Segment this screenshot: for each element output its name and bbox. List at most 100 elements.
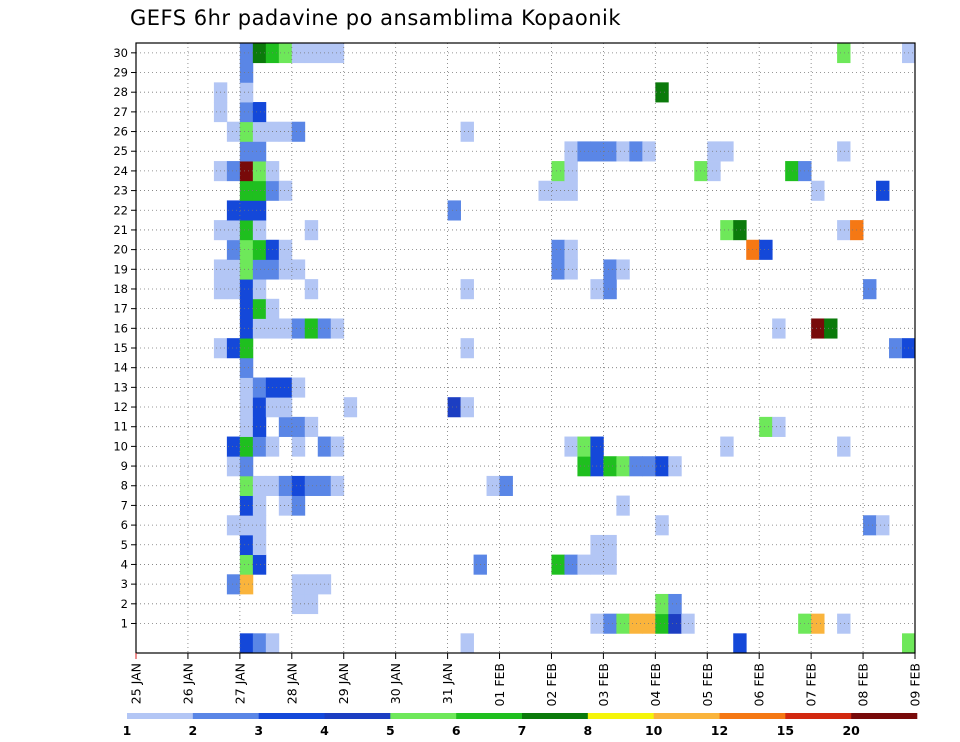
cell-member-9-step-37 [616,456,630,477]
colorbar-swatch-4 [324,713,391,719]
cell-member-3-step-7 [226,574,241,595]
cell-member-18-step-36 [603,279,617,300]
colorbar-label-4: 4 [320,723,329,738]
cell-member-23-step-32 [551,180,565,201]
cell-member-16-step-11 [278,318,293,339]
x-tick-label: 26 JAN [180,663,195,704]
y-tick-label-3: 3 [121,577,128,591]
x-tick-label: 06 FEB [752,663,767,707]
colorbar-swatch-5 [390,713,457,719]
x-tick-label: 04 FEB [648,663,663,707]
cell-member-0-step-10 [265,633,280,654]
cell-member-20-step-7 [226,239,241,260]
cell-member-8-step-27 [486,475,500,496]
cell-member-16-step-53 [824,318,838,339]
colorbar-label-3: 3 [254,723,263,738]
y-tick-label-27: 27 [113,105,128,119]
cell-member-12-step-16 [343,397,358,418]
cell-member-6-step-7 [226,515,241,536]
cell-member-25-step-36 [603,141,617,162]
cell-member-24-step-7 [226,161,241,182]
cell-member-15-step-25 [460,338,474,359]
cell-member-19-step-11 [278,259,293,280]
x-tick-label: 27 JAN [232,663,247,704]
cell-member-12-step-25 [460,397,474,418]
y-tick-label-19: 19 [113,262,128,276]
cell-member-18-step-56 [863,279,877,300]
cell-member-1-step-37 [616,613,630,634]
cell-member-19-step-36 [603,259,617,280]
cell-member-27-step-9 [252,102,267,123]
colorbar-label-15: 15 [777,723,794,738]
colorbar-label-2: 2 [188,723,197,738]
cell-member-26-step-9 [252,121,267,142]
cell-member-21-step-8 [239,220,254,241]
cell-member-23-step-9 [252,180,267,201]
cell-member-13-step-8 [239,377,254,398]
y-tick-label-12: 12 [113,400,128,414]
y-tick-label-9: 9 [121,459,128,473]
cell-member-11-step-49 [772,416,786,437]
cell-member-18-step-25 [460,279,474,300]
y-tick-label-7: 7 [121,498,128,512]
cell-member-11-step-48 [759,416,773,437]
cell-member-26-step-25 [460,121,474,142]
chart-title: GEFS 6hr padavine po ansamblima Kopaonik [130,6,622,30]
cell-member-3-step-8 [239,574,254,595]
x-tick-label: 28 JAN [284,663,299,704]
cell-member-11-step-12 [291,416,306,437]
cell-member-18-step-9 [252,279,267,300]
cell-member-24-step-50 [785,161,799,182]
cell-member-14-step-8 [239,357,254,378]
y-tick-label-16: 16 [113,321,128,335]
cell-member-19-step-8 [239,259,254,280]
cell-member-3-step-12 [291,574,306,595]
x-tick-label: 07 FEB [804,663,819,707]
x-tick-label: 02 FEB [544,663,559,707]
colorbar-label-20: 20 [842,723,860,738]
y-tick-label-11: 11 [113,420,128,434]
cell-member-22-step-7 [226,200,241,221]
cell-member-4-step-32 [551,554,565,575]
cell-member-15-step-8 [239,338,254,359]
cell-member-16-step-13 [304,318,319,339]
cell-member-9-step-36 [603,456,617,477]
colorbar-swatch-3 [258,713,325,719]
cell-member-1-step-36 [603,613,617,634]
cell-member-10-step-7 [226,436,241,457]
x-tick-label: 03 FEB [596,663,611,707]
cell-member-21-step-46 [733,220,747,241]
cell-member-25-step-45 [720,141,734,162]
cell-member-0-step-59 [902,633,916,654]
cell-member-7-step-8 [239,495,254,516]
cell-member-10-step-35 [590,436,604,457]
cell-member-18-step-13 [304,279,319,300]
cell-member-23-step-52 [811,180,825,201]
cell-member-17-step-9 [252,298,267,319]
cell-member-23-step-33 [564,180,578,201]
cell-member-6-step-56 [863,515,877,536]
cell-member-19-step-32 [551,259,565,280]
y-tick-label-23: 23 [113,184,128,198]
y-tick-label-14: 14 [113,361,128,375]
cell-member-7-step-12 [291,495,306,516]
cell-member-12-step-8 [239,397,254,418]
x-tick-label: 25 JAN [129,663,144,704]
cell-member-0-step-8 [239,633,254,654]
cell-member-23-step-57 [876,180,890,201]
colorbar-swatch-8 [587,713,654,719]
cell-member-16-step-49 [772,318,786,339]
cell-member-6-step-8 [239,515,254,536]
colorbar-swatch-1 [127,713,194,719]
cell-member-0-step-9 [252,633,267,654]
cell-member-18-step-35 [590,279,604,300]
cell-member-25-step-33 [564,141,578,162]
cell-member-24-step-33 [564,161,578,182]
cell-member-9-step-41 [668,456,682,477]
cell-member-23-step-31 [538,180,552,201]
cell-member-25-step-9 [252,141,267,162]
colorbar-swatch-10 [719,713,786,719]
y-tick-label-20: 20 [113,243,128,257]
cell-member-17-step-8 [239,298,254,319]
colorbar-label-5: 5 [386,723,395,738]
